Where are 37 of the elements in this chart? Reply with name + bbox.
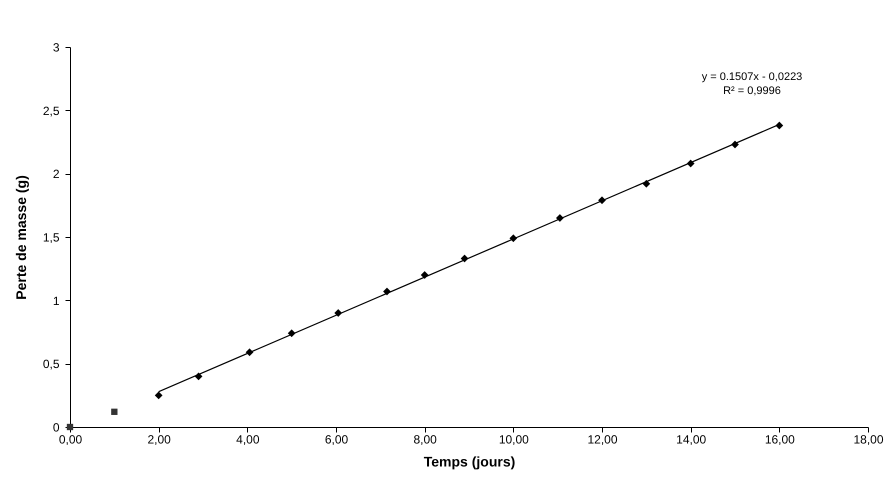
point [154,391,163,400]
point [111,408,118,415]
y-tick-label: 2,5 [42,104,60,118]
x-tick-label: 6,00 [324,432,348,446]
point [460,254,468,262]
y-tick-label: 1,5 [42,230,60,244]
x-tick-label: 16,00 [764,432,796,446]
point [642,180,650,188]
point [598,196,606,204]
annotation: y = 0.1507x - 0,0223 [702,71,802,83]
point [334,309,342,317]
point [383,288,391,296]
point [731,140,739,148]
point [194,372,202,380]
point [509,234,518,242]
x-tick-label: 10,00 [498,432,530,446]
x-tick-label: 14,00 [676,432,707,446]
annotation: R² = 0,9996 [723,85,781,97]
y-tick-label: 3 [52,40,60,54]
x-tick-label: 12,00 [587,432,618,446]
x-tick-label: 0,00 [58,432,82,446]
y-tick-label: 1 [52,294,60,308]
point [246,348,254,356]
point [288,329,296,338]
x-tick-label: 8,00 [413,432,438,446]
x-tick-label: 2,00 [147,432,172,446]
y-axis-title: Perte de masse (g) [12,175,29,300]
y-tick-label: 2 [52,167,60,182]
y-tick-label: 0 [52,420,60,434]
x-tick-label: 4,00 [236,432,260,446]
y-tick-label: 0,5 [42,357,60,372]
x-tick-label: 18,00 [853,432,884,446]
point [420,271,429,279]
x-axis-title: Temps (jours) [424,454,516,470]
point [556,214,564,222]
point [775,122,784,130]
point [686,160,695,168]
